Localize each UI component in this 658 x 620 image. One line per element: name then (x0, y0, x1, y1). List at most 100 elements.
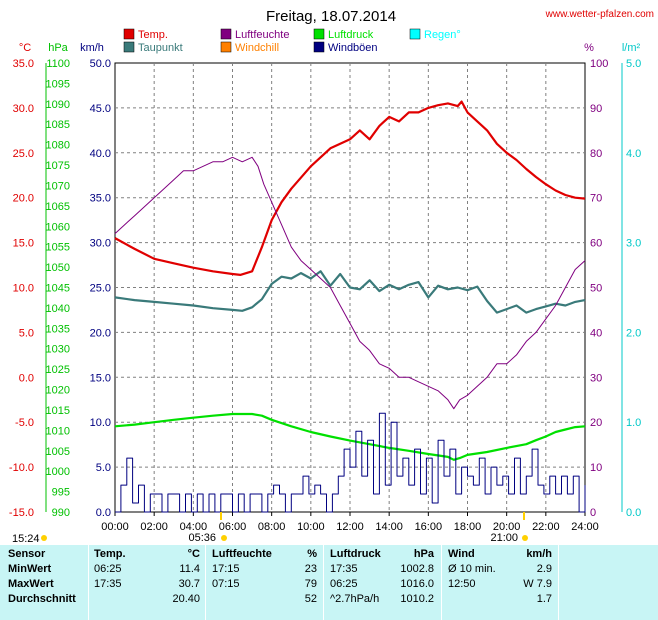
druck-tick-label: 995 (52, 487, 70, 499)
legend-label: Windchill (235, 42, 279, 54)
rain-tick-label: 0.0 (626, 507, 641, 519)
temp-tick-label: 10.0 (13, 283, 34, 295)
table-cell: ^2.7hPa/h (330, 593, 380, 605)
series-luftfeuchte (114, 156, 586, 410)
temp-tick-label: -15.0 (9, 507, 34, 519)
druck-tick-label: 1100 (46, 58, 70, 70)
wind-tick-label: 20.0 (90, 327, 111, 339)
druck-tick-label: 1045 (46, 283, 70, 295)
table-header-cell: Luftdruck (330, 548, 381, 560)
wind-tick-label: 40.0 (90, 148, 111, 160)
rain-tick-label: 4.0 (626, 148, 641, 160)
legend-swatch (313, 28, 325, 40)
x-tick-label: 10:00 (297, 521, 325, 533)
druck-tick-label: 1030 (46, 344, 70, 356)
marker-label: 15:24 (12, 533, 40, 545)
chart-legend: Temp. Luftfeuchte Luftdruck Regen° Taupunkt W… (123, 28, 461, 54)
wind-tick-label: 10.0 (90, 417, 111, 429)
table-cell: 06:25 (94, 563, 122, 575)
druck-tick-label: 1040 (46, 303, 70, 315)
legend-swatch (220, 41, 232, 53)
legend-swatch (123, 41, 135, 53)
x-tick-label: 20:00 (493, 521, 521, 533)
data-series (114, 100, 586, 513)
druck-tick-label: 1070 (46, 180, 70, 192)
humid-tick-label: 20 (590, 417, 602, 429)
temp-unit-label: °C (19, 42, 31, 54)
druck-tick-label: 1060 (46, 221, 70, 233)
table-cell: 79 (304, 578, 317, 590)
x-tick-label: 22:00 (532, 521, 560, 533)
table-cell: Durchschnitt (8, 593, 76, 605)
table-cell: 1016.0 (400, 578, 434, 590)
table-cell: 30.7 (178, 578, 200, 590)
druck-tick-label: 1055 (46, 242, 70, 254)
wind-tick-label: 35.0 (90, 193, 111, 205)
grid-lines (115, 63, 585, 512)
druck-tick-label: 1035 (46, 323, 70, 335)
temp-tick-label: 25.0 (13, 148, 34, 160)
wind-tick-label: 0.0 (96, 507, 111, 519)
chart-title: Freitag, 18.07.2014 (266, 8, 396, 25)
table-header-cell: °C (187, 548, 200, 560)
table-cell: MinWert (8, 563, 52, 575)
druck-tick-label: 1020 (46, 385, 70, 397)
druck-tick-label: 1080 (46, 140, 70, 152)
druck-tick-label: 1000 (46, 466, 70, 478)
table-header-row: Sensor Temp. °C Luftfeuchte% Luftdruck hPa Win… (0, 548, 658, 563)
axis-ticks: 35.0 30.0 25.0 20.0 15.0 10.0 5.0 0.0 -5.0 -10.0 -… (9, 58, 641, 533)
table-header-cell: Sensor (8, 548, 46, 560)
rain-tick-label: 1.0 (626, 417, 641, 429)
druck-tick-label: 1050 (46, 262, 70, 274)
table-row: MaxWert 17:35 30.7 07:15 79 06:25 1016.0 12:50 W… (0, 578, 658, 593)
humid-tick-label: 70 (590, 193, 602, 205)
marker-label: 05:36 (188, 532, 216, 544)
stats-table: Sensor Temp. °C Luftfeuchte% Luftdruck hPa Win… (0, 545, 658, 620)
table-cell: 11.4 (179, 563, 200, 575)
humid-tick-label: 50 (590, 283, 602, 295)
series-taupunkt (114, 270, 586, 314)
table-cell: 1010.2 (400, 593, 434, 605)
druck-tick-label: 1090 (46, 99, 70, 111)
table-header-cell: km/h (526, 548, 552, 560)
wind-tick-label: 30.0 (90, 238, 111, 250)
legend-label: Luftdruck (328, 29, 374, 41)
axis-units: °C hPa km/h% l/m² (19, 42, 641, 54)
druck-tick-label: 1005 (46, 446, 70, 458)
weather-chart: Freitag, 18.07.2014 www.wetter-pfalzen.c… (9, 8, 654, 545)
temp-tick-label: 30.0 (13, 103, 34, 115)
table-cell: 12:50 (448, 578, 476, 590)
series-luftdruck (114, 412, 586, 461)
table-cell: 17:15 (212, 563, 240, 575)
rain-tick-label: 2.0 (626, 327, 641, 339)
wind-tick-label: 25.0 (90, 283, 111, 295)
druck-tick-label: 1085 (46, 119, 70, 131)
temp-tick-label: 0.0 (19, 372, 34, 384)
x-tick-label: 04:00 (180, 521, 208, 533)
druck-tick-label: 1095 (46, 78, 70, 90)
humid-tick-label: 100 (590, 58, 608, 70)
source-link[interactable]: www.wetter-pfalzen.com (545, 9, 654, 20)
table-cell: 1.7 (536, 593, 552, 605)
legend-swatch (123, 28, 135, 40)
temp-tick-label: 5.0 (19, 327, 34, 339)
table-cell: 2.9 (536, 563, 552, 575)
rain-unit-label: l/m² (622, 42, 641, 54)
temp-tick-label: 20.0 (13, 193, 34, 205)
rain-tick-label: 5.0 (626, 58, 641, 70)
x-tick-label: 16:00 (415, 521, 443, 533)
series-windben (115, 412, 586, 513)
table-header-cell: hPa (413, 548, 434, 560)
druck-tick-label: 990 (52, 507, 70, 519)
time-markers: 15:24 05:36 21:00 (12, 512, 528, 545)
legend-label: Luftfeuchte (235, 29, 289, 41)
legend-swatch (409, 28, 421, 40)
humid-unit-label: % (584, 42, 594, 54)
legend-label: Temp. (138, 29, 168, 41)
x-tick-label: 12:00 (336, 521, 364, 533)
table-cell: MaxWert (8, 578, 54, 590)
table-cell: 23 (304, 563, 317, 575)
table-cell: Ø 10 min. (448, 563, 496, 575)
wind-tick-label: 50.0 (90, 58, 111, 70)
x-tick-label: 14:00 (375, 521, 403, 533)
